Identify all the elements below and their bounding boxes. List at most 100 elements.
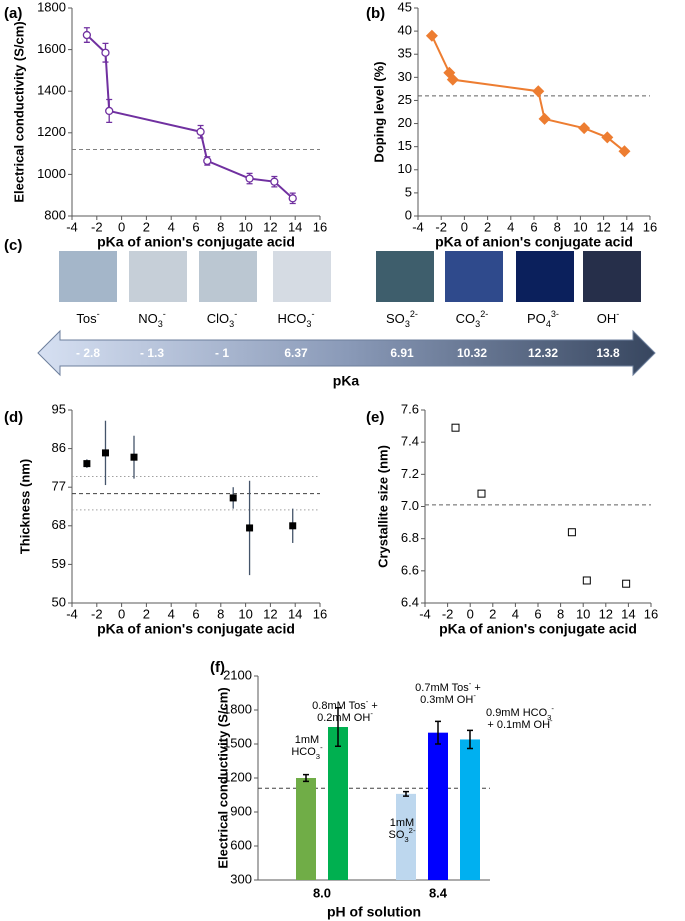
text-run: - <box>163 309 166 319</box>
error-bar <box>467 729 473 750</box>
text-run: 0.8mM Tos <box>312 700 366 712</box>
data-line <box>431 35 626 153</box>
text-run: + 0.1mM OH <box>487 719 550 731</box>
panel-label: (b) <box>366 5 385 22</box>
panel-label: (e) <box>366 409 384 426</box>
text-run: - <box>366 697 369 706</box>
x-tick-label: 6 <box>192 606 199 621</box>
text-run: - <box>469 679 472 688</box>
y-axis-title: Electrical conductivity (S/cm) <box>11 21 26 202</box>
y-axis-title: Doping level (%) <box>371 61 386 162</box>
y-tick-label: 800 <box>44 207 66 222</box>
bar <box>396 793 416 880</box>
text-run: 0.3mM OH <box>420 694 473 706</box>
marker <box>101 48 110 57</box>
y-tick-label: 6.4 <box>401 594 419 609</box>
text-run: 0.9mM HCO <box>486 707 548 719</box>
y-tick-label: 1200 <box>223 769 252 784</box>
x-tick-label: 10 <box>238 219 252 234</box>
marker <box>246 524 254 532</box>
x-tick-label: 16 <box>644 606 658 621</box>
text-run: PO <box>527 311 546 326</box>
x-tick-label: 4 <box>507 219 514 234</box>
x-tick-label: -2 <box>442 606 454 621</box>
text-run: 3 <box>475 319 480 329</box>
y-tick-label: 20 <box>398 115 412 130</box>
x-axis-title: pH of solution <box>327 904 421 920</box>
x-tick-label: 2 <box>484 219 491 234</box>
y-tick-label: 900 <box>230 803 252 818</box>
marker <box>105 106 114 116</box>
text-run: Tos <box>76 311 97 326</box>
text-run: - <box>616 309 619 319</box>
x-tick-label: 4 <box>168 219 175 234</box>
x-tick-label: 14 <box>288 219 302 234</box>
y-tick-label: 10 <box>398 161 412 176</box>
text-run: SO <box>386 311 405 326</box>
y-tick-label: 7.2 <box>401 466 419 481</box>
pka-label: 13.8 <box>596 346 620 360</box>
y-tick-label: 68 <box>52 517 66 532</box>
marker <box>229 494 237 502</box>
text-run: - <box>551 704 554 713</box>
x-tick-label: 10 <box>573 219 587 234</box>
y-tick-label: 95 <box>52 401 66 416</box>
marker <box>532 85 545 98</box>
y-tick-label: 2100 <box>223 667 252 682</box>
x-tick-label: 4 <box>512 606 519 621</box>
x-tick-label: 10 <box>576 606 590 621</box>
text-run: 4 <box>546 319 551 329</box>
text-run: SO <box>388 829 404 841</box>
bar-annotation: 1mM SO32- <box>388 817 415 844</box>
marker <box>245 174 254 183</box>
marker <box>477 489 486 498</box>
anion-label: CO32- <box>456 309 489 329</box>
text-run: - <box>473 691 476 700</box>
x-tick-label: 6 <box>530 219 537 234</box>
pka-label: - 1 <box>215 346 229 360</box>
y-tick-label: 25 <box>398 92 412 107</box>
y-tick-label: 1800 <box>223 701 252 716</box>
anion-label: PO43- <box>527 309 559 329</box>
text-run: 0.7mM Tos <box>415 682 469 694</box>
y-tick-label: 59 <box>52 556 66 571</box>
x-tick-label: 16 <box>313 219 327 234</box>
y-axis-title: Electrical conductivity (S/cm) <box>215 687 230 868</box>
text-run: - <box>320 743 323 752</box>
text-run: - <box>311 309 314 319</box>
marker <box>270 177 279 186</box>
x-axis-title: pKa of anion's conjugate acid <box>97 621 295 637</box>
bar-annotation: 0.8mM Tos- +0.2mM OH- <box>312 697 378 724</box>
pka-label: 10.32 <box>457 346 487 360</box>
text-run: HCO <box>291 746 316 758</box>
text-run: 2- <box>410 309 418 319</box>
x-tick-label: 2 <box>143 219 150 234</box>
marker <box>582 576 591 585</box>
bar-annotation: 0.7mM Tos- +0.3mM OH- <box>415 679 481 706</box>
marker <box>578 122 591 135</box>
text-run: + <box>471 682 480 694</box>
text-run: 3 <box>229 319 234 329</box>
pka-label: - 1.3 <box>140 346 164 360</box>
marker <box>196 127 205 136</box>
error-bar <box>303 773 309 783</box>
anion-label: Tos- <box>76 309 99 326</box>
x-tick-label: -4 <box>66 219 78 234</box>
marker <box>622 579 631 588</box>
y-tick-label: 1000 <box>37 166 66 181</box>
text-run: 2- <box>480 309 488 319</box>
x-tick-label: 8 <box>557 606 564 621</box>
marker <box>289 522 297 530</box>
x-axis-title: pKa of anion's conjugate acid <box>97 234 295 250</box>
x-tick-label: -4 <box>412 219 424 234</box>
x-tick-label: 0 <box>118 606 125 621</box>
x-tick-label: -2 <box>91 219 103 234</box>
x-axis-title: pKa of anion's conjugate acid <box>439 621 637 637</box>
x-tick-label: 4 <box>168 606 175 621</box>
scale-title: pKa <box>333 373 360 389</box>
y-axis-title: Thickness (nm) <box>17 459 32 554</box>
y-tick-label: 77 <box>52 479 66 494</box>
text-run: 1mM <box>390 817 414 829</box>
text-run: 3- <box>551 309 559 319</box>
